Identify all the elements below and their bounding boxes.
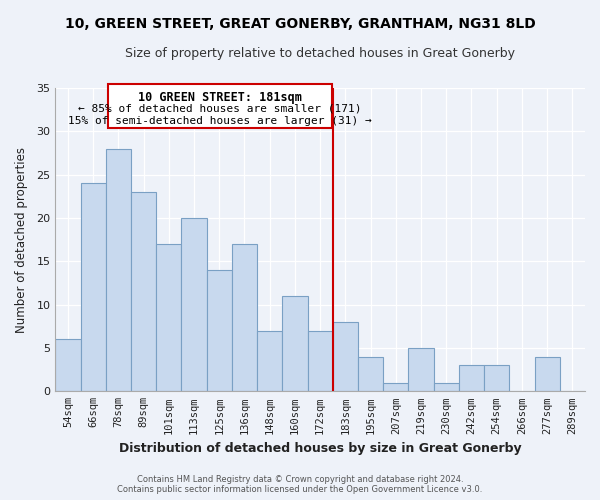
Bar xyxy=(55,340,80,392)
Bar xyxy=(535,356,560,392)
Text: 10, GREEN STREET, GREAT GONERBY, GRANTHAM, NG31 8LD: 10, GREEN STREET, GREAT GONERBY, GRANTHA… xyxy=(65,18,535,32)
Text: Contains HM Land Registry data © Crown copyright and database right 2024.: Contains HM Land Registry data © Crown c… xyxy=(137,475,463,484)
Bar xyxy=(358,356,383,392)
Text: Contains public sector information licensed under the Open Government Licence v3: Contains public sector information licen… xyxy=(118,485,482,494)
Bar xyxy=(131,192,156,392)
Text: ← 85% of detached houses are smaller (171): ← 85% of detached houses are smaller (17… xyxy=(78,104,362,114)
Bar xyxy=(257,330,283,392)
Bar xyxy=(106,148,131,392)
Bar xyxy=(409,348,434,392)
X-axis label: Distribution of detached houses by size in Great Gonerby: Distribution of detached houses by size … xyxy=(119,442,521,455)
Bar xyxy=(383,382,409,392)
Text: 15% of semi-detached houses are larger (31) →: 15% of semi-detached houses are larger (… xyxy=(68,116,372,126)
Bar xyxy=(232,244,257,392)
Bar xyxy=(80,184,106,392)
Bar xyxy=(206,270,232,392)
Bar xyxy=(459,366,484,392)
Bar xyxy=(181,218,206,392)
Y-axis label: Number of detached properties: Number of detached properties xyxy=(15,146,28,332)
Title: Size of property relative to detached houses in Great Gonerby: Size of property relative to detached ho… xyxy=(125,48,515,60)
Bar xyxy=(333,322,358,392)
Bar xyxy=(283,296,308,392)
Bar xyxy=(484,366,509,392)
Bar xyxy=(308,330,333,392)
Bar xyxy=(156,244,181,392)
Bar xyxy=(108,84,332,128)
Bar xyxy=(434,382,459,392)
Text: 10 GREEN STREET: 181sqm: 10 GREEN STREET: 181sqm xyxy=(138,90,302,104)
